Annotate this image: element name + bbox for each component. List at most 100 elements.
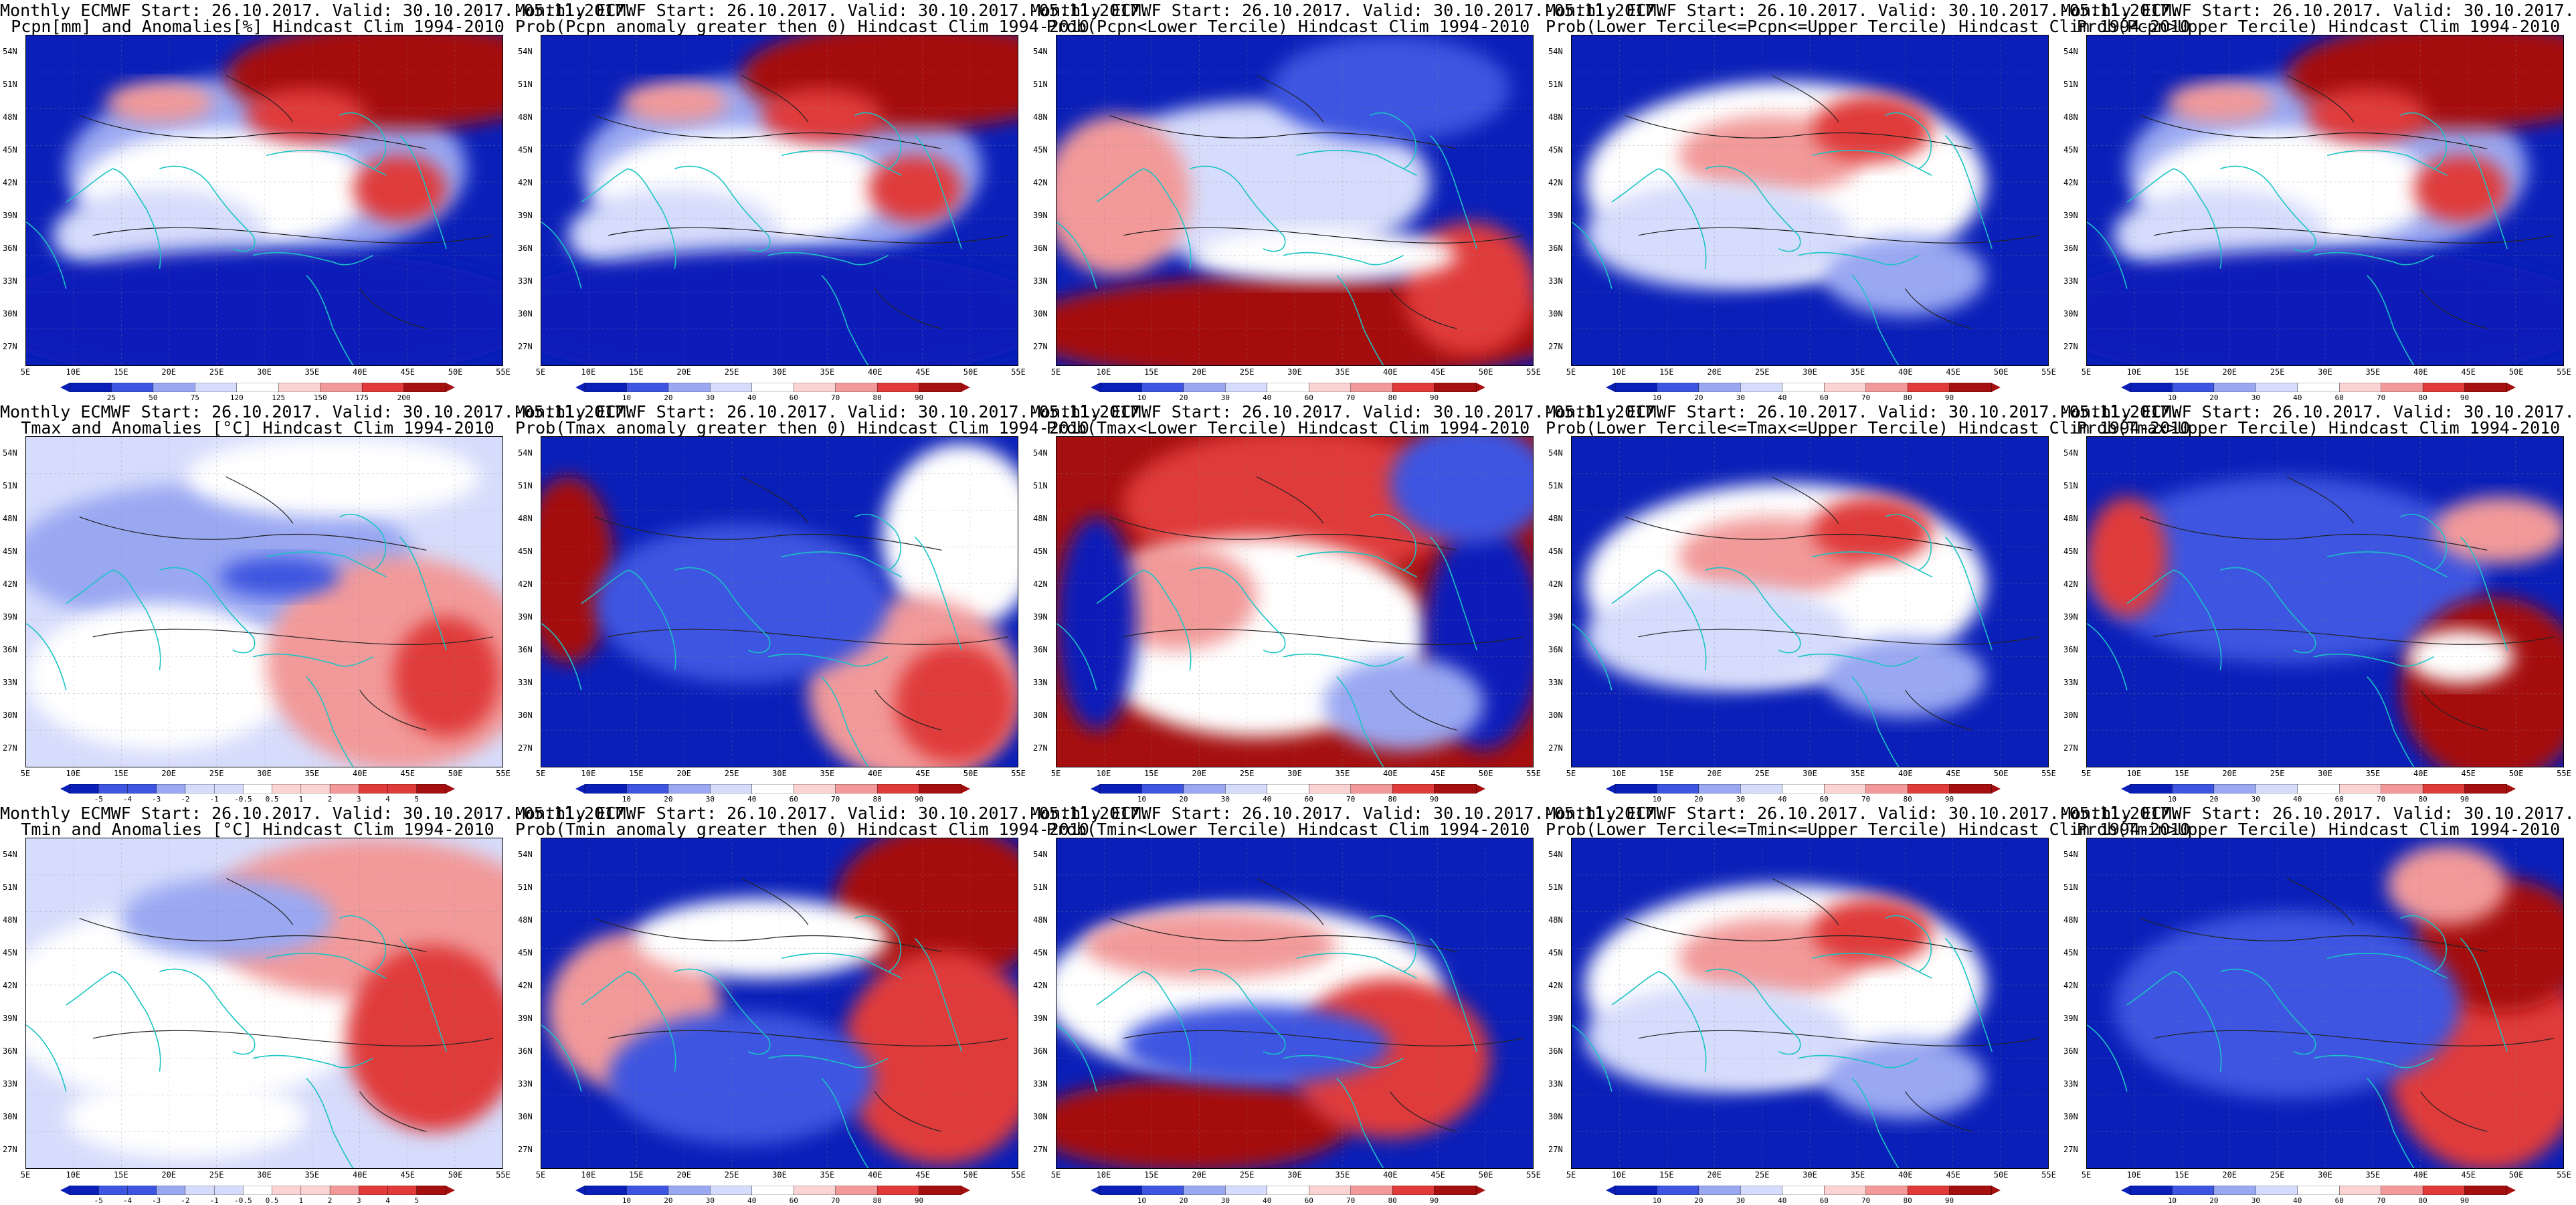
colorbar-segment bbox=[2422, 1186, 2466, 1195]
coastline bbox=[1096, 569, 1192, 670]
colorbar-label: 4 bbox=[385, 795, 390, 804]
coastline bbox=[1611, 168, 1707, 269]
coastline bbox=[1944, 937, 1993, 1052]
colorbar-segment bbox=[111, 383, 154, 392]
colorbar bbox=[1091, 383, 1485, 392]
longitude-label: 30E bbox=[1803, 367, 1817, 377]
latitude-label: 51N bbox=[2063, 883, 2078, 892]
longitude-label: 50E bbox=[2508, 367, 2524, 377]
colorbar bbox=[2121, 383, 2516, 392]
latitude-label: 33N bbox=[1548, 1079, 1563, 1089]
colorbar-segment bbox=[1183, 784, 1226, 794]
colorbar-label: 10 bbox=[1137, 393, 1147, 402]
coastline bbox=[2367, 1077, 2415, 1168]
colorbar-label: 80 bbox=[2418, 795, 2427, 804]
coastline bbox=[2400, 112, 2447, 169]
colorbar-label: -2 bbox=[181, 1196, 190, 1205]
coastline bbox=[767, 653, 889, 667]
colorbar-segment bbox=[668, 784, 711, 794]
longitude-label: 20E bbox=[161, 367, 177, 377]
coastline bbox=[66, 168, 161, 269]
colorbar-segment bbox=[919, 1186, 961, 1195]
field-region bbox=[2307, 88, 2427, 143]
field-region bbox=[1584, 583, 1852, 690]
colorbar-label: 40 bbox=[1263, 393, 1272, 402]
contour-line bbox=[594, 917, 942, 952]
longitude-label: 25E bbox=[1239, 1170, 1255, 1180]
longitude-label: 55E bbox=[496, 769, 511, 778]
colorbar-segment bbox=[1657, 1186, 1699, 1195]
field-region bbox=[541, 476, 615, 664]
latitude-label: 39N bbox=[518, 612, 533, 622]
longitude-label: 40E bbox=[352, 769, 367, 778]
longitude-label: 40E bbox=[352, 1170, 367, 1180]
forecast-panel: Monthly ECMWF Start: 26.10.2017. Valid: … bbox=[1030, 803, 1665, 1205]
contour-line bbox=[1390, 690, 1457, 731]
colorbar-arrow-left bbox=[60, 1186, 70, 1195]
colorbar-segment bbox=[156, 784, 186, 794]
colorbar-label: -5 bbox=[94, 795, 103, 804]
latitude-label: 27N bbox=[2063, 342, 2078, 351]
colorbar-label: 10 bbox=[1137, 795, 1147, 804]
longitude-label: 25E bbox=[1754, 367, 1770, 377]
coastline bbox=[159, 567, 256, 654]
longitude-label: 5E bbox=[20, 367, 31, 377]
colorbar-segment bbox=[1865, 1186, 1908, 1195]
colorbar bbox=[575, 1186, 970, 1195]
colorbar-segment bbox=[195, 383, 238, 392]
longitude-label: 40E bbox=[2413, 367, 2428, 377]
colorbar-segment bbox=[1615, 1186, 1658, 1195]
colorbar-label: 10 bbox=[1652, 393, 1662, 402]
longitude-label: 50E bbox=[1993, 1170, 2009, 1180]
latitude-label: 33N bbox=[2063, 1079, 2078, 1089]
colorbar-label: -3 bbox=[152, 1196, 161, 1205]
longitude-label: 30E bbox=[2318, 769, 2332, 778]
colorbar-segment bbox=[919, 784, 961, 794]
colorbar bbox=[1606, 784, 2001, 794]
colorbar-label: 10 bbox=[1652, 795, 1662, 804]
latitude-label: 51N bbox=[3, 80, 17, 89]
coastline bbox=[914, 536, 962, 650]
latitude-label: 39N bbox=[2063, 211, 2078, 220]
coastline bbox=[159, 968, 256, 1055]
colorbar-label: 0.5 bbox=[265, 795, 279, 804]
latitude-label: 42N bbox=[3, 981, 17, 990]
field-region bbox=[2387, 844, 2508, 925]
coastline bbox=[159, 165, 256, 252]
latitude-label: 45N bbox=[1033, 948, 1048, 957]
colorbar-segment bbox=[2172, 383, 2215, 392]
latitude-label: 30N bbox=[3, 711, 17, 720]
colorbar-segment bbox=[2130, 1186, 2173, 1195]
colorbar-label: 60 bbox=[789, 1196, 798, 1205]
colorbar-segment bbox=[2339, 784, 2382, 794]
colorbar-segment bbox=[416, 1186, 446, 1195]
longitude-label: 40E bbox=[2413, 769, 2428, 778]
longitude-label: 40E bbox=[867, 769, 883, 778]
colorbar-segment bbox=[69, 784, 99, 794]
colorbar-segment bbox=[1824, 784, 1867, 794]
coastline bbox=[854, 513, 901, 571]
colorbar-segment bbox=[2381, 1186, 2423, 1195]
coastline bbox=[339, 112, 386, 169]
forecast-panel: Monthly ECMWF Start: 26.10.2017. Valid: … bbox=[515, 803, 1149, 1205]
forecast-panel: Monthly ECMWF Start: 26.10.2017. Valid: … bbox=[2061, 803, 2576, 1205]
colorbar-segment bbox=[185, 1186, 215, 1195]
colorbar-label: -4 bbox=[122, 795, 132, 804]
colorbar-label: 90 bbox=[1944, 1196, 1954, 1205]
forecast-map bbox=[1571, 838, 2049, 1169]
longitude-label: 20E bbox=[2222, 769, 2237, 778]
colorbar-arrow-right bbox=[961, 1186, 970, 1195]
latitude-label: 51N bbox=[1033, 481, 1048, 490]
latitude-label: 45N bbox=[518, 547, 533, 556]
contour-line bbox=[1109, 917, 1457, 952]
colorbar-label: 30 bbox=[2251, 795, 2260, 804]
colorbar-label: 30 bbox=[1220, 795, 1230, 804]
colorbar-segment bbox=[1141, 383, 1184, 392]
colorbar-label: 40 bbox=[747, 393, 757, 402]
forecast-panel: Monthly ECMWF Start: 26.10.2017. Valid: … bbox=[1030, 0, 1665, 402]
colorbar-segment bbox=[2130, 784, 2173, 794]
colorbar-label: 90 bbox=[2460, 1196, 2470, 1205]
colorbar bbox=[60, 383, 455, 392]
coastline bbox=[1096, 971, 1192, 1072]
longitude-label: 50E bbox=[448, 1170, 463, 1180]
